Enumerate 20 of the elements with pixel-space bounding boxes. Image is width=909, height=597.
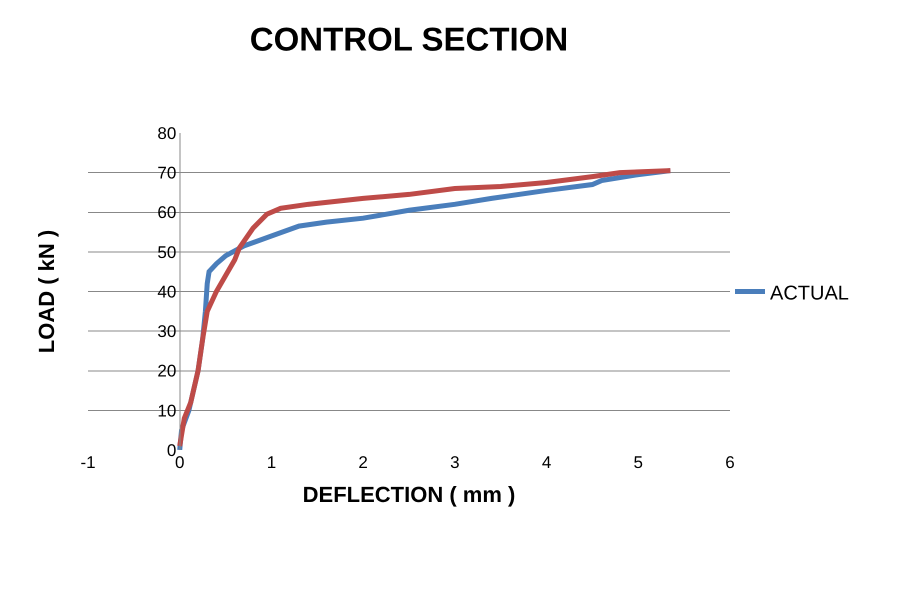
x-axis-title: DEFLECTION ( mm ) — [302, 482, 516, 507]
x-tick-label: 2 — [358, 453, 368, 472]
x-tick-label: 3 — [450, 453, 460, 472]
y-tick-label: 80 — [157, 124, 176, 143]
legend-label: ACTUAL — [770, 282, 849, 304]
x-tick-label: 6 — [725, 453, 735, 472]
y-tick-label: 0 — [166, 440, 176, 460]
x-tick-label: 4 — [542, 453, 552, 472]
y-tick-label: 30 — [157, 322, 176, 342]
chart-title: CONTROL SECTION — [250, 20, 568, 58]
x-tick-label: -1 — [80, 453, 96, 472]
x-tick-label: 5 — [634, 453, 644, 472]
x-tick-label: 1 — [266, 453, 276, 472]
y-tick-label: 10 — [157, 401, 176, 420]
y-tick-label: 60 — [157, 203, 176, 222]
y-axis-title: LOAD ( kN ) — [34, 230, 60, 354]
y-tick-label: 20 — [157, 362, 176, 381]
y-tick-label: 40 — [157, 282, 176, 302]
y-tick-label: 50 — [157, 242, 176, 262]
y-tick-label: 70 — [157, 164, 176, 183]
